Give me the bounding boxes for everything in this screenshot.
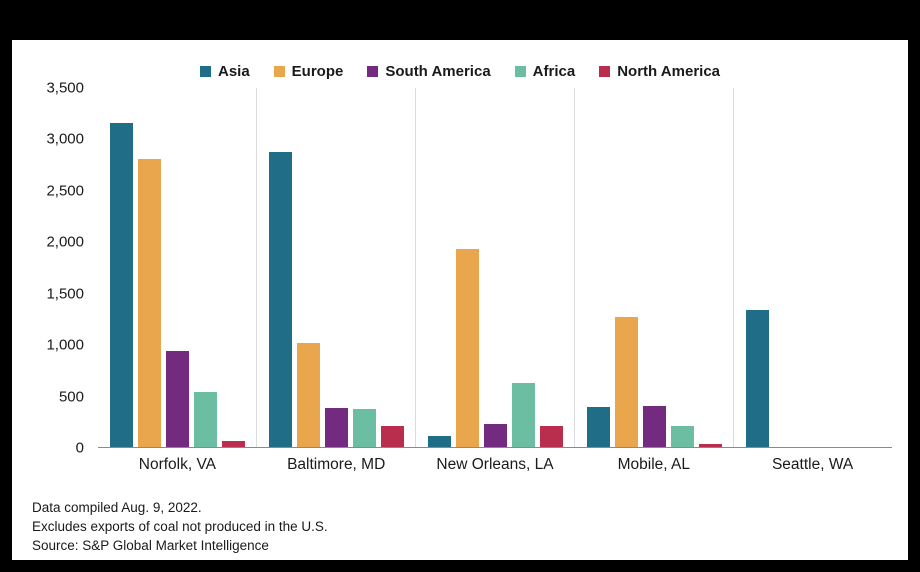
legend-label-south-america: South America [385,63,491,80]
bar-europe-mobile-al [614,317,638,447]
bar-europe-new-orleans-la [455,249,479,447]
footnote-compiled: Data compiled Aug. 9, 2022. [32,500,202,515]
bar-north-america-norfolk-va [221,440,245,447]
legend-swatch-south-america [367,66,379,77]
footnote-excludes: Excludes exports of coal not produced in… [32,519,328,534]
legend-item-europe: Europe [273,63,344,80]
x-axis: Norfolk, VA Baltimore, MD New Orleans, LA M… [98,456,892,474]
legend-item-north-america: North America [599,63,720,80]
x-category-label-baltimore-md: Baltimore, MD [287,456,386,473]
footnote-source: Source: S&P Global Market Intelligence [32,538,269,553]
legend-label-asia: Asia [217,63,250,80]
bar-south-america-baltimore-md [324,408,348,447]
bar-south-america-new-orleans-la [483,423,507,447]
bar-group-norfolk-va [98,88,256,447]
legend-label-europe: Europe [291,63,344,80]
y-tick-label: 0 [75,439,84,457]
bar-africa-new-orleans-la [511,383,535,447]
bar-africa-mobile-al [670,425,694,447]
y-tick-label: 1,000 [46,336,84,354]
bar-africa-norfolk-va [193,392,217,447]
x-category-label-seattle-wa: Seattle, WA [771,456,854,473]
x-category-label-new-orleans-la: New Orleans, LA [436,456,554,473]
y-axis: 0 500 1,000 1,500 2,000 2,500 3,000 3,500 [28,80,90,457]
y-tick-label: 3,000 [46,130,84,148]
chart-card: Asia Europe South America Africa North Ameri… [12,40,908,560]
bar-africa-baltimore-md [352,408,376,447]
y-tick-label: 1,500 [46,285,84,303]
y-tick-label: 2,000 [46,233,84,251]
legend-label-africa: Africa [532,63,576,80]
bar-group-seattle-wa [733,88,892,447]
legend-swatch-europe [273,66,285,77]
bar-group-baltimore-md [256,88,415,447]
bar-asia-new-orleans-la [427,435,451,447]
bar-asia-norfolk-va [109,122,133,447]
bar-europe-baltimore-md [296,343,320,447]
bar-asia-seattle-wa [745,309,769,447]
bar-north-america-new-orleans-la [539,425,563,447]
legend-label-north-america: North America [617,63,721,80]
x-category-label-norfolk-va: Norfolk, VA [138,456,217,473]
footnotes: Data compiled Aug. 9, 2022. Excludes exp… [32,498,328,555]
legend-swatch-asia [199,66,211,77]
bar-asia-baltimore-md [268,151,292,447]
y-tick-label: 3,500 [46,79,84,97]
legend-item-south-america: South America [367,63,491,80]
y-tick-label: 500 [58,388,84,406]
chart-legend: Asia Europe South America Africa North Ameri… [12,63,908,80]
bar-group-new-orleans-la [415,88,574,447]
bar-group-mobile-al [574,88,733,447]
bar-north-america-mobile-al [698,443,722,447]
x-category-label-mobile-al: Mobile, AL [617,456,690,473]
legend-swatch-africa [514,66,526,77]
bar-south-america-mobile-al [642,405,666,447]
bar-europe-norfolk-va [137,158,161,447]
legend-swatch-north-america [599,66,611,77]
bar-south-america-norfolk-va [165,350,189,447]
bar-north-america-baltimore-md [380,425,404,447]
legend-item-africa: Africa [514,63,576,80]
legend-item-asia: Asia [199,63,250,80]
bar-chart: 0 500 1,000 1,500 2,000 2,500 3,000 3,500 [28,80,892,457]
plot-area [98,88,892,448]
bar-asia-mobile-al [586,407,610,447]
y-tick-label: 2,500 [46,182,84,200]
